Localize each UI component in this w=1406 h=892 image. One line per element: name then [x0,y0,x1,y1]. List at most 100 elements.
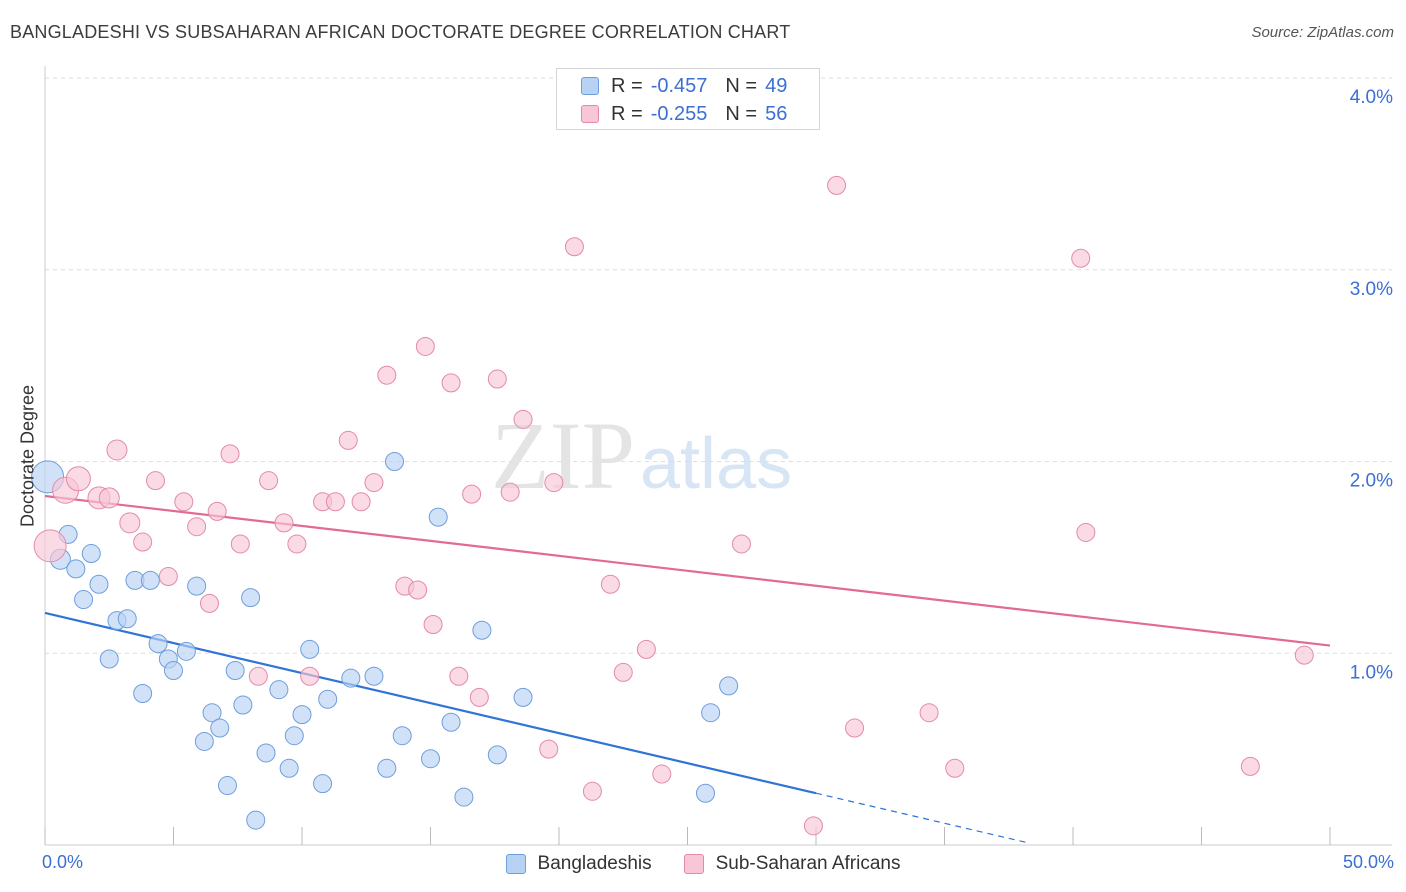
point-bangladeshis [256,743,276,763]
point-bangladeshis [210,718,230,738]
point-bangladeshis [472,620,492,640]
n-label: N = [725,102,758,125]
point-bangladeshis [164,661,183,681]
point-bangladeshis [202,703,222,723]
legend-item-subsaharan[interactable]: Sub-Saharan Africans [683,853,901,875]
point-subsaharan [544,473,564,493]
point-subsaharan [1240,756,1260,776]
point-subsaharan [449,666,469,686]
legend-row-bangladeshis: R = -0.457 N = 49 [581,73,787,99]
point-subsaharan [338,430,358,450]
point-bangladeshis [187,576,207,596]
point-subsaharan [415,336,435,356]
series-legend: Bangladeshis Sub-Saharan Africans [0,850,1406,878]
point-subsaharan [845,718,865,738]
legend-row-subsaharan: R = -0.255 N = 56 [581,101,787,127]
trend-line-bangladeshis [44,611,817,795]
point-bangladeshis [313,774,333,794]
legend-item-bangladeshis[interactable]: Bangladeshis [505,853,652,875]
point-subsaharan [65,466,91,492]
point-subsaharan [652,764,672,784]
n-value: 56 [765,102,788,125]
point-subsaharan [259,471,279,491]
point-bangladeshis [81,544,101,564]
point-bangladeshis [428,507,448,527]
point-subsaharan [300,666,320,686]
point-subsaharan [248,666,268,686]
blue-swatch [581,77,599,95]
point-bangladeshis [454,787,474,807]
point-subsaharan [469,687,489,707]
point-bangladeshis [487,745,507,765]
point-bangladeshis [441,712,461,732]
r-value: -0.457 [650,74,708,97]
trend-lines [44,494,1331,844]
point-bangladeshis [364,666,384,686]
y-tick-labels: 1.0% 2.0% 3.0% 4.0% [1350,87,1393,683]
point-bangladeshis [279,758,299,778]
blue-swatch [505,854,526,874]
axes [44,66,1392,846]
point-bangladeshis [246,810,266,830]
point-subsaharan [230,534,250,554]
x-axis-max-label: 50.0% [1342,852,1394,872]
point-bangladeshis [292,705,312,725]
point-subsaharan [187,517,207,537]
point-bangladeshis [66,559,86,579]
point-bangladeshis [233,695,253,715]
y-tick-label: 1.0% [1350,662,1393,683]
legend-label-subsaharan: Sub-Saharan Africans [715,853,901,874]
point-subsaharan [274,513,294,533]
point-subsaharan [564,237,584,257]
pink-swatch [683,854,704,874]
pink-swatch [581,105,599,123]
point-bangladeshis [377,758,397,778]
x-axis-min-label: 0.0% [42,852,84,872]
grid-lines [45,77,1392,654]
point-subsaharan [827,175,847,195]
point-subsaharan [919,703,939,723]
trend-line-extension [815,792,1027,844]
r-value: -0.255 [650,102,708,125]
watermark: ZIP atlas [491,402,792,509]
point-subsaharan [462,484,482,504]
point-subsaharan [220,444,240,464]
point-subsaharan [1294,645,1314,665]
point-subsaharan [325,492,345,512]
point-subsaharan [636,639,656,659]
point-bangladeshis [385,452,405,471]
point-subsaharan [803,816,823,836]
point-bangladeshis [117,609,137,629]
chart-title: BANGLADESHI VS SUBSAHARAN AFRICAN DOCTOR… [10,22,791,42]
r-label: R = [611,102,643,125]
point-subsaharan [146,471,166,491]
point-subsaharan [1076,522,1096,542]
n-label: N = [725,74,758,97]
point-subsaharan [364,473,384,493]
point-bangladeshis [74,590,94,610]
trend-line-subsaharan [44,494,1331,647]
point-subsaharan [500,482,520,502]
point-bangladeshis [140,570,160,590]
point-subsaharan [351,492,371,512]
legend-label-bangladeshis: Bangladeshis [537,853,652,874]
point-subsaharan [441,373,461,393]
point-bangladeshis [176,641,196,661]
point-subsaharan [33,529,67,563]
point-bangladeshis [719,676,739,696]
point-bangladeshis [99,649,119,669]
n-value: 49 [765,74,788,97]
point-bangladeshis [392,726,412,746]
point-subsaharan [133,532,153,552]
point-bangladeshis [421,749,440,769]
point-subsaharan [158,567,178,587]
data-points [31,175,1314,836]
point-bangladeshis [194,731,214,751]
y-tick-label: 4.0% [1350,87,1393,108]
point-subsaharan [377,365,397,385]
point-bangladeshis [217,776,237,796]
r-label: R = [611,74,643,97]
point-subsaharan [98,487,120,509]
point-bangladeshis [148,634,168,654]
